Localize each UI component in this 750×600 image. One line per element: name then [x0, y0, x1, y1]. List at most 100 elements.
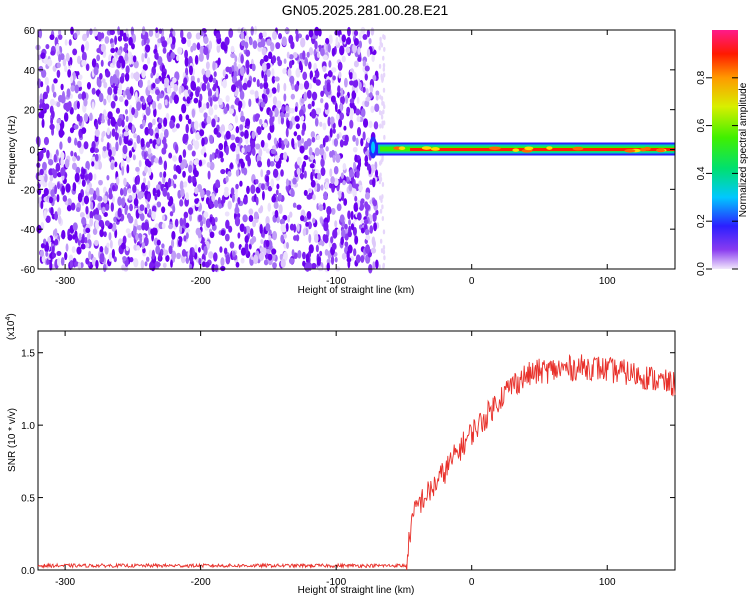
noise-cell	[48, 196, 54, 204]
y-tick-label: 0.0	[21, 566, 35, 577]
spectrogram-y-label: Frequency (Hz)	[7, 116, 18, 185]
noise-cell	[342, 162, 347, 171]
noise-cell	[379, 160, 382, 166]
noise-cell	[128, 150, 133, 159]
noise-cell	[294, 83, 299, 92]
noise-cell	[60, 256, 65, 266]
noise-cell	[171, 230, 176, 240]
noise-cell	[300, 115, 305, 122]
noise-cell	[349, 119, 354, 129]
noise-cell	[135, 166, 140, 172]
noise-cell	[201, 83, 207, 92]
noise-cell	[290, 93, 296, 100]
noise-cell	[182, 133, 188, 144]
noise-cell	[208, 40, 213, 51]
noise-cell	[55, 122, 61, 132]
noise-cell	[227, 170, 232, 177]
noise-cell	[114, 161, 118, 168]
noise-cell	[308, 61, 312, 70]
noise-cell	[101, 206, 106, 214]
signal-band-peak	[410, 148, 675, 151]
noise-cell	[127, 188, 132, 194]
noise-cell	[140, 259, 145, 269]
noise-cell	[381, 157, 384, 163]
noise-cell	[56, 250, 62, 256]
noise-cell	[147, 94, 153, 103]
noise-cell	[172, 174, 178, 180]
noise-cell	[337, 85, 341, 94]
noise-cell	[125, 246, 129, 252]
noise-cell	[86, 82, 91, 90]
noise-cell	[360, 198, 365, 204]
noise-cell	[368, 120, 373, 129]
noise-cell	[240, 257, 245, 264]
snr-multiplier-base: (x10	[6, 320, 17, 340]
noise-cell	[375, 259, 379, 269]
noise-cell	[234, 192, 238, 202]
noise-cell	[326, 205, 332, 215]
noise-cell	[106, 242, 110, 248]
noise-cell	[353, 161, 356, 169]
noise-cell	[66, 198, 72, 208]
noise-cell	[199, 189, 205, 198]
noise-cell	[56, 182, 60, 190]
noise-cell	[360, 138, 364, 147]
noise-cell	[110, 162, 115, 171]
x-tick-label: 100	[599, 577, 616, 588]
noise-cell	[263, 247, 267, 256]
noise-cell	[214, 264, 219, 273]
noise-cell	[260, 169, 264, 178]
noise-cell	[272, 230, 278, 241]
noise-cell	[167, 55, 172, 63]
noise-cell	[44, 243, 50, 253]
noise-cell	[273, 107, 279, 118]
spectrogram-signal-band	[369, 136, 675, 159]
noise-cell	[191, 150, 196, 157]
noise-cell	[365, 88, 369, 96]
noise-cell	[266, 169, 271, 176]
noise-cell	[134, 91, 138, 102]
noise-cell	[286, 51, 290, 59]
noise-cell	[155, 261, 161, 268]
noise-cell	[305, 221, 309, 227]
noise-cell	[379, 40, 382, 46]
noise-cell	[108, 192, 113, 200]
noise-cell	[353, 248, 357, 257]
noise-cell	[93, 214, 99, 220]
noise-cell	[144, 261, 148, 267]
noise-cell	[326, 82, 331, 92]
noise-cell	[113, 256, 117, 263]
y-tick-label: -60	[21, 265, 36, 276]
noise-cell	[378, 110, 382, 116]
x-tick-label: 0	[469, 276, 475, 287]
noise-cell	[190, 80, 196, 91]
noise-cell	[109, 29, 115, 36]
noise-cell	[269, 116, 274, 126]
noise-cell	[103, 81, 108, 89]
noise-cell	[271, 55, 277, 64]
noise-cell	[214, 187, 219, 194]
noise-cell	[136, 101, 142, 111]
noise-cell	[86, 232, 91, 240]
noise-cell	[203, 112, 208, 119]
noise-cell	[208, 106, 214, 116]
noise-cell	[297, 138, 302, 148]
noise-cell	[365, 234, 371, 241]
noise-cell	[133, 133, 138, 139]
noise-cell	[340, 236, 344, 246]
noise-cell	[94, 129, 100, 137]
noise-cell	[381, 204, 384, 210]
y-tick-label: 0	[29, 146, 35, 157]
noise-cell	[252, 40, 258, 49]
noise-cell	[316, 51, 320, 58]
noise-cell	[71, 162, 77, 170]
noise-cell	[145, 141, 151, 148]
noise-cell	[372, 199, 378, 207]
noise-cell	[38, 54, 41, 61]
noise-cell	[88, 187, 95, 195]
noise-cell	[153, 107, 157, 118]
noise-cell	[130, 72, 134, 79]
noise-cell	[201, 121, 206, 129]
noise-cell	[327, 43, 331, 53]
noise-cell	[51, 252, 57, 258]
